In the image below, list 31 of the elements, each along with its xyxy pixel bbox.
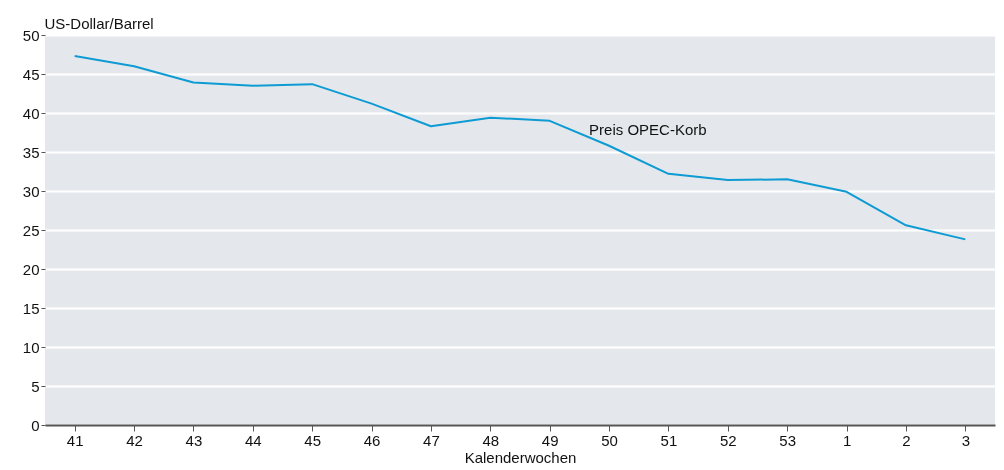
y-tick-label: 10 — [22, 338, 40, 356]
x-tick-label: 53 — [779, 431, 797, 449]
x-tick-label: 3 — [961, 431, 970, 449]
y-tick-label: 45 — [22, 65, 40, 83]
x-axis-title: Kalenderwochen — [464, 448, 577, 466]
x-tick-label: 46 — [363, 431, 381, 449]
x-tick-label: 41 — [66, 431, 84, 449]
x-tick-label: 50 — [601, 431, 618, 449]
y-tick-label: 35 — [22, 143, 40, 161]
y-tick-label: 25 — [22, 221, 40, 239]
x-tick-label: 49 — [541, 431, 559, 449]
x-tick-label: 42 — [126, 431, 143, 449]
x-tick-label: 45 — [304, 431, 322, 449]
x-tick-label: 47 — [423, 431, 440, 449]
y-axis-title: US-Dollar/Barrel — [44, 14, 154, 32]
x-tick-label: 51 — [660, 431, 678, 449]
x-tick-label: 52 — [719, 431, 737, 449]
x-tick-label: 1 — [842, 431, 852, 449]
y-tick-label: 50 — [22, 26, 40, 44]
x-tick-label: 44 — [244, 431, 262, 449]
y-tick-label: 40 — [22, 104, 40, 122]
x-tick-label: 2 — [902, 431, 911, 449]
x-tick-label: 48 — [482, 431, 500, 449]
y-tick-label: 5 — [31, 377, 40, 395]
line-series — [73, 55, 967, 241]
y-tick-label: 0 — [31, 416, 40, 434]
series-label: Preis OPEC-Korb — [589, 120, 707, 138]
y-tick-label: 15 — [22, 299, 40, 317]
x-tick-label: 43 — [185, 431, 203, 449]
y-tick-label: 20 — [22, 260, 40, 278]
y-tick-label: 30 — [22, 182, 40, 200]
